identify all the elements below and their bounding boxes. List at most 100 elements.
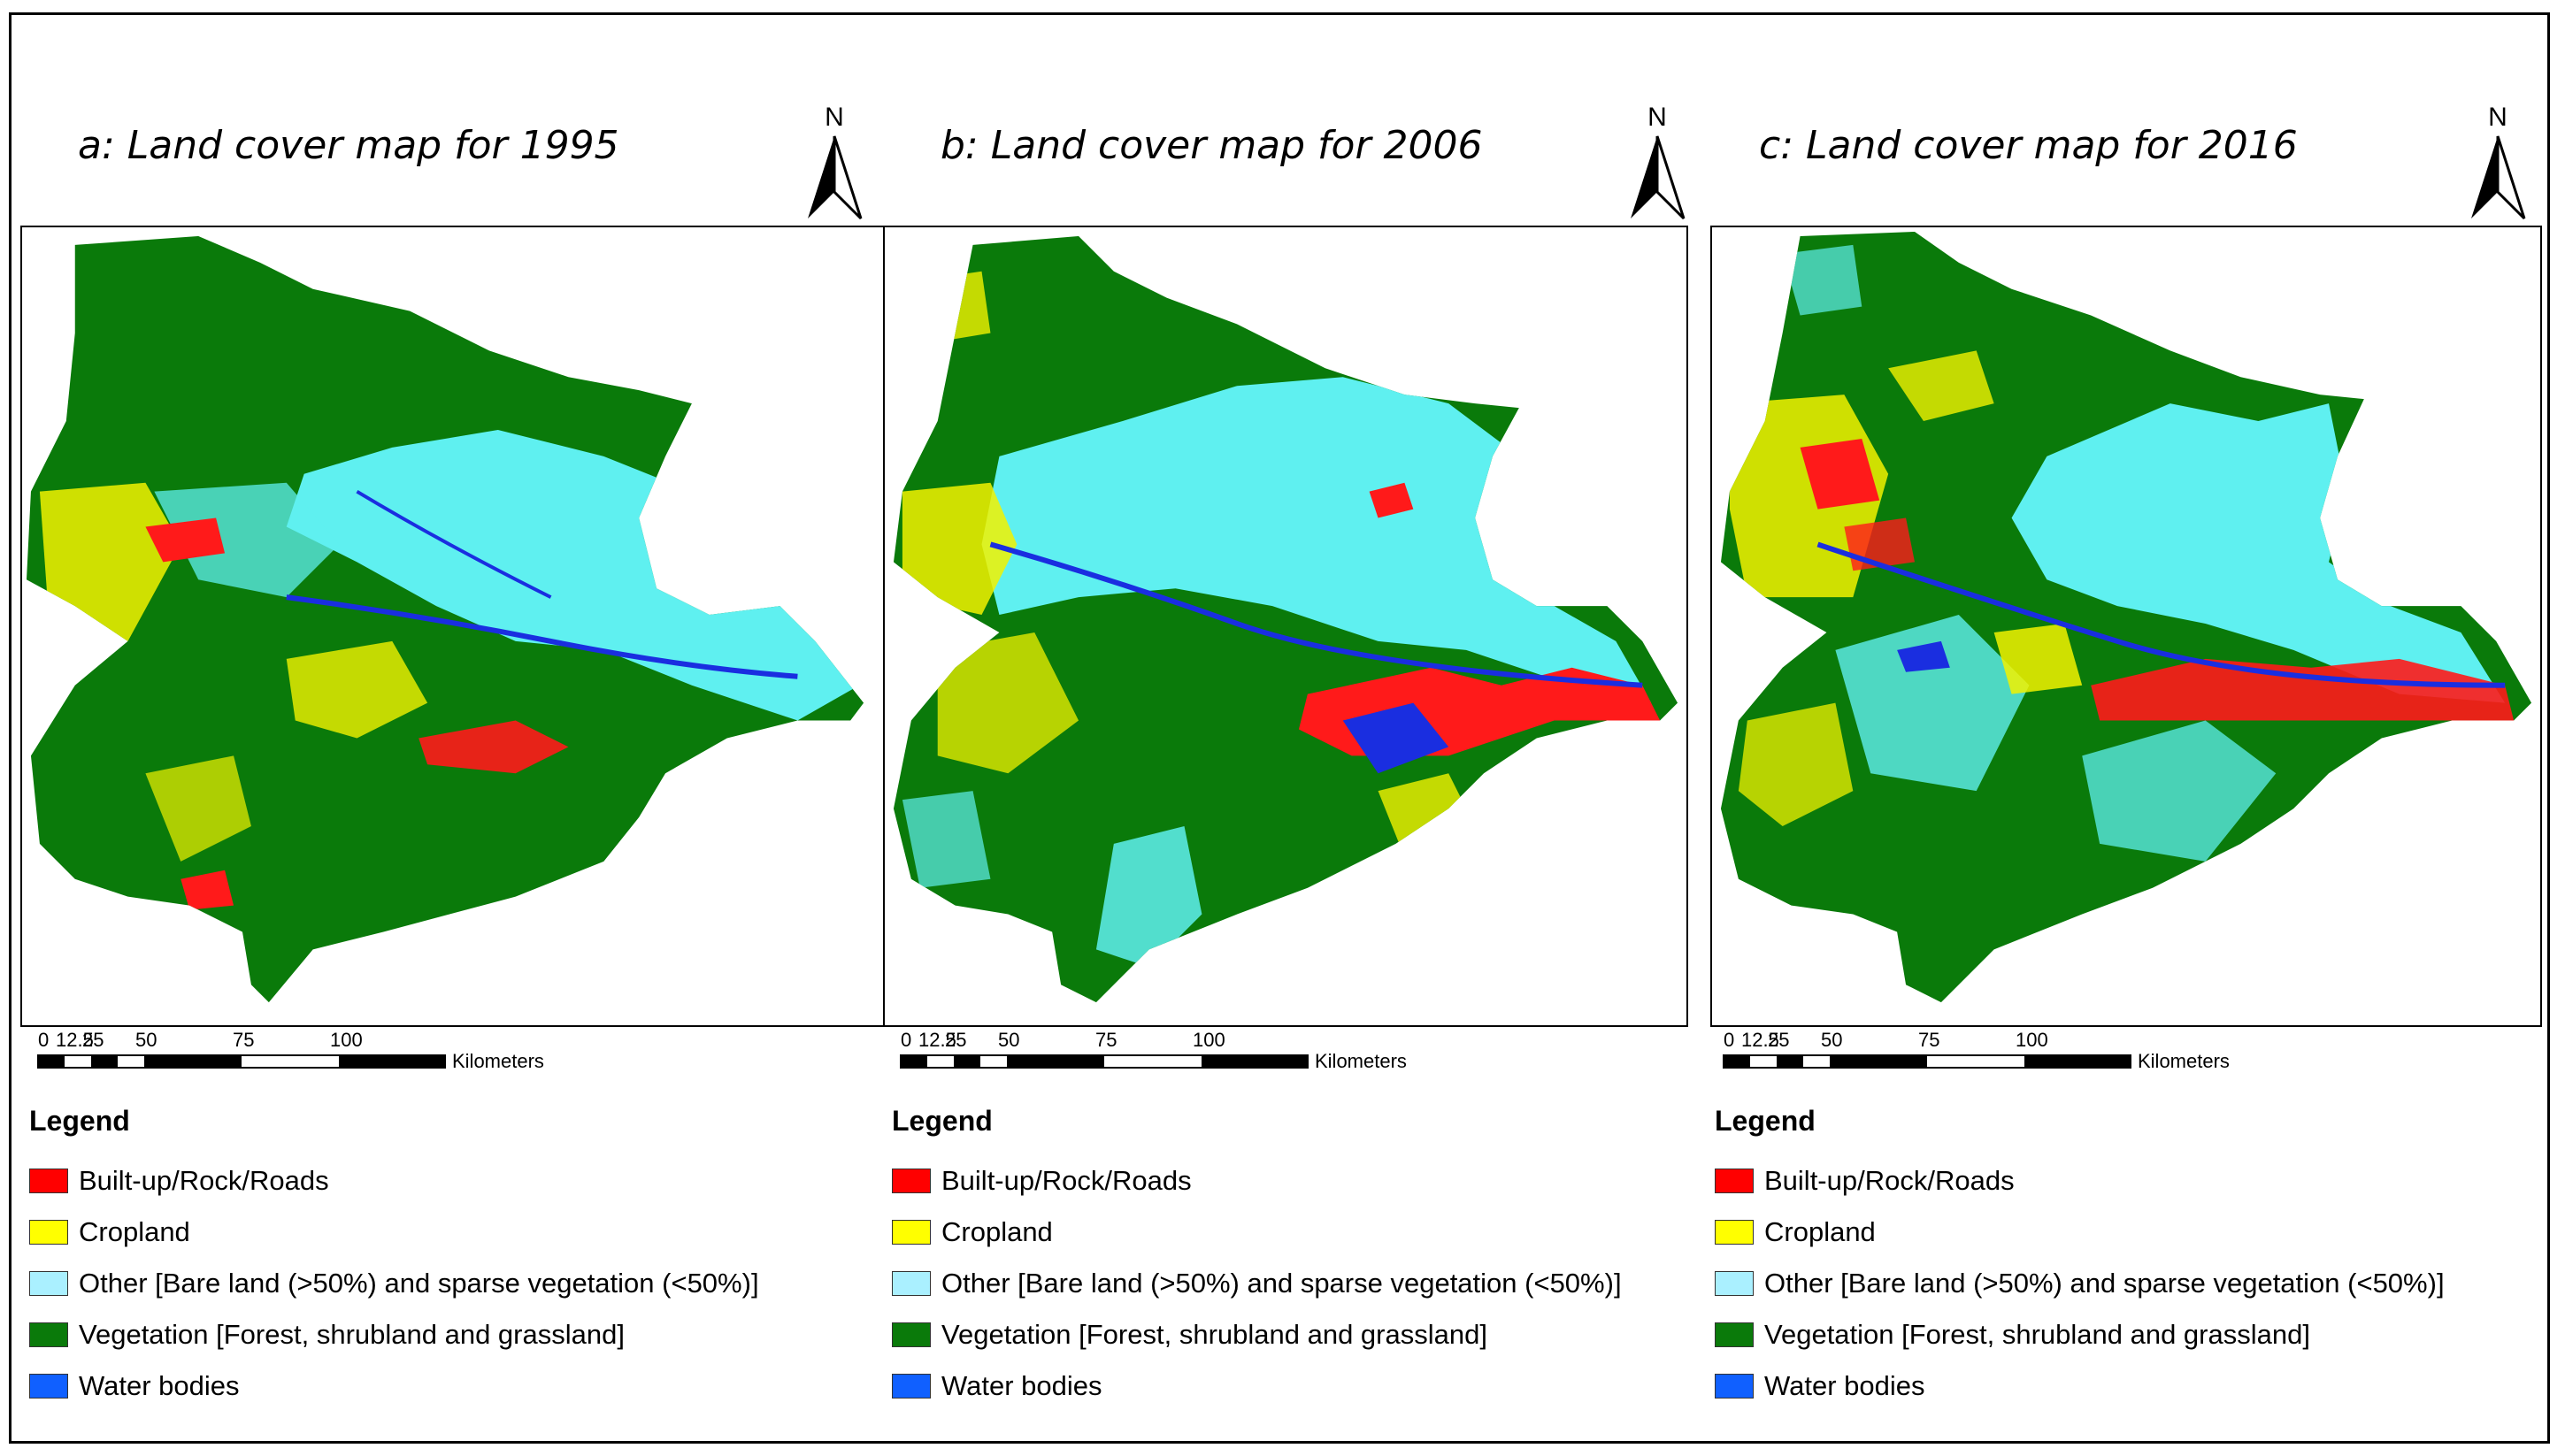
land-cover-map	[883, 226, 1688, 1027]
legend-label: Cropland	[1764, 1216, 1876, 1247]
river	[989, 541, 1643, 688]
legend-label: Vegetation [Forest, shrubland and grassl…	[941, 1319, 1487, 1350]
legend-swatch	[892, 1169, 931, 1193]
legend-item-cropland: Cropland	[1715, 1207, 2511, 1258]
scale-unit: Kilometers	[452, 1050, 544, 1072]
cropland-area	[937, 632, 1079, 774]
bare-land-area	[981, 377, 1652, 703]
panel-title: c: Land cover map for 2016	[1759, 123, 2298, 168]
bare-land-area	[1835, 615, 2030, 792]
panel-title: b: Land cover map for 2006	[941, 123, 1483, 168]
panel-title: a: Land cover map for 1995	[78, 123, 619, 168]
legend-swatch	[1715, 1271, 1754, 1296]
legend-label: Water bodies	[79, 1370, 240, 1401]
map-canvas	[893, 235, 1678, 1003]
scale-tick-label: 100	[2016, 1029, 2048, 1051]
legend-item-other: Other [Bare land (>50%) and sparse veget…	[892, 1258, 1688, 1309]
legend-label: Vegetation [Forest, shrubland and grassl…	[79, 1319, 625, 1350]
scale-tick-label: 50	[1821, 1029, 1842, 1051]
legend-item-water: Water bodies	[29, 1360, 826, 1412]
river	[1816, 541, 2506, 688]
legend-swatch	[29, 1374, 68, 1399]
scale-tick-label: 25	[945, 1029, 966, 1051]
legend-label: Built-up/Rock/Roads	[1764, 1165, 2015, 1196]
cropland-area	[39, 482, 181, 641]
legend-swatch	[1715, 1322, 1754, 1347]
legend-swatch	[1715, 1374, 1754, 1399]
legend-swatch	[29, 1271, 68, 1296]
legend-label: Cropland	[941, 1216, 1053, 1247]
north-label: N	[1647, 103, 1667, 132]
built-up-area	[145, 517, 226, 563]
river	[356, 489, 552, 599]
map-canvas	[1720, 231, 2532, 1003]
scale-tick-label: 100	[330, 1029, 363, 1051]
north-label: N	[825, 103, 844, 132]
river	[286, 594, 798, 679]
scale-unit: Kilometers	[1315, 1050, 1407, 1072]
legend-label: Other [Bare land (>50%) and sparse veget…	[79, 1268, 759, 1299]
scale-tick-label: 75	[233, 1029, 254, 1051]
north-arrow-icon: N	[2471, 103, 2526, 220]
built-up-area	[1800, 438, 1880, 510]
legend-label: Vegetation [Forest, shrubland and grassl…	[1764, 1319, 2310, 1350]
legend-swatch	[29, 1220, 68, 1245]
map-canvas	[26, 235, 864, 1003]
legend-swatch	[29, 1169, 68, 1193]
scale-tick-label: 50	[998, 1029, 1019, 1051]
north-arrow-icon: N	[1631, 103, 1686, 220]
legend-item-vegetation: Vegetation [Forest, shrubland and grassl…	[29, 1309, 826, 1360]
legend: Legend Built-up/Rock/Roads Cropland Othe…	[892, 1105, 1688, 1412]
cropland-area	[286, 640, 428, 739]
legend-item-vegetation: Vegetation [Forest, shrubland and grassl…	[1715, 1309, 2511, 1360]
scale-tick-label: 25	[82, 1029, 104, 1051]
map-panel-2016: c: Land cover map for 2016 N	[1701, 15, 2542, 1430]
bare-land-area	[1095, 825, 1202, 968]
legend-title: Legend	[892, 1105, 993, 1137]
bare-land-area	[286, 429, 860, 721]
legend-item-builtup: Built-up/Rock/Roads	[892, 1155, 1688, 1207]
cropland-area	[1993, 624, 2083, 694]
scale-tick-label: 75	[1918, 1029, 1939, 1051]
legend-swatch	[892, 1322, 931, 1347]
legend-item-other: Other [Bare land (>50%) and sparse veget…	[29, 1258, 826, 1309]
built-up-area	[2091, 658, 2515, 721]
scale-unit: Kilometers	[2138, 1050, 2230, 1072]
legend-item-water: Water bodies	[892, 1360, 1688, 1412]
built-up-area	[180, 870, 234, 910]
legend-swatch	[892, 1220, 931, 1245]
scale-tick-label: 12.5	[1741, 1029, 1779, 1051]
legend-swatch	[892, 1374, 931, 1399]
map-panel-1995: a: Land cover map for 1995 N	[12, 15, 887, 1430]
built-up-area	[1369, 482, 1414, 518]
legend-swatch	[1715, 1220, 1754, 1245]
bare-land-area	[1782, 244, 1862, 316]
legend-label: Cropland	[79, 1216, 190, 1247]
cropland-area	[902, 482, 1018, 616]
north-label: N	[2488, 103, 2507, 132]
cropland-area	[145, 755, 251, 862]
water-body	[1342, 702, 1449, 774]
legend-label: Other [Bare land (>50%) and sparse veget…	[1764, 1268, 2445, 1299]
cropland-area	[1888, 350, 1994, 422]
legend-title: Legend	[1715, 1105, 1816, 1137]
north-arrow-icon: N	[808, 103, 863, 220]
legend-swatch	[29, 1322, 68, 1347]
legend-item-water: Water bodies	[1715, 1360, 2511, 1412]
legend-title: Legend	[29, 1105, 130, 1137]
figure-frame: a: Land cover map for 1995 N	[9, 12, 2550, 1444]
scale-tick-label: 12.5	[56, 1029, 94, 1051]
scale-bar: 0 12.525 50 75 100 Kilometers	[900, 1029, 1407, 1072]
legend-label: Other [Bare land (>50%) and sparse veget…	[941, 1268, 1622, 1299]
cropland-area	[1738, 702, 1854, 826]
scale-tick-label: 12.5	[918, 1029, 956, 1051]
scale-tick-label: 75	[1095, 1029, 1117, 1051]
scale-tick-label: 0	[1724, 1029, 1734, 1051]
map-panel-2006: b: Land cover map for 2006 N	[883, 15, 1715, 1430]
legend-label: Built-up/Rock/Roads	[941, 1165, 1192, 1196]
land-cover-map	[1710, 226, 2542, 1027]
legend: Legend Built-up/Rock/Roads Cropland Othe…	[29, 1105, 826, 1412]
cropland-area	[919, 271, 991, 342]
legend-item-builtup: Built-up/Rock/Roads	[1715, 1155, 2511, 1207]
scale-tick-label: 25	[1768, 1029, 1789, 1051]
